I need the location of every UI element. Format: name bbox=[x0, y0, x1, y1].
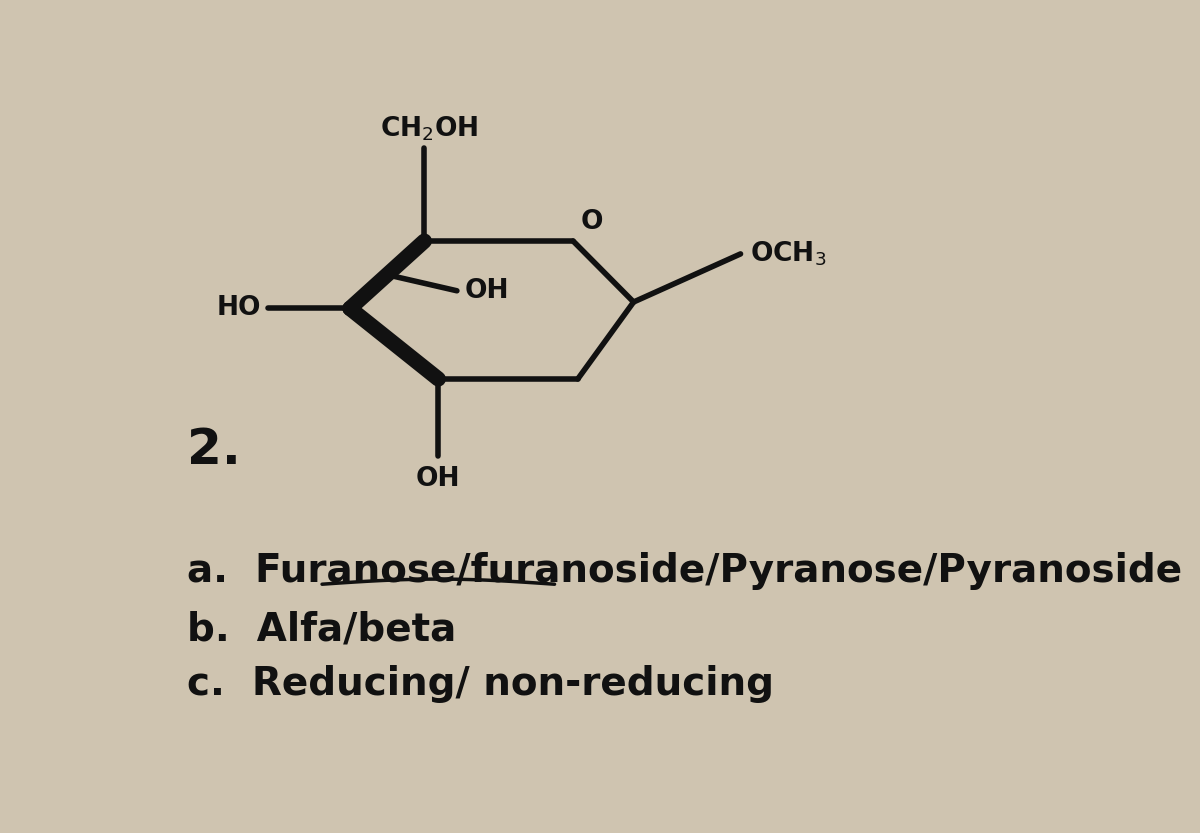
Text: OH: OH bbox=[416, 466, 461, 491]
Text: O: O bbox=[581, 208, 604, 235]
Text: OH: OH bbox=[464, 277, 509, 304]
Text: a.  Furanose/furanoside/Pyranose/Pyranoside: a. Furanose/furanoside/Pyranose/Pyranosi… bbox=[187, 552, 1182, 591]
Text: c.  Reducing/ non-reducing: c. Reducing/ non-reducing bbox=[187, 665, 774, 703]
Text: OCH$_3$: OCH$_3$ bbox=[750, 240, 827, 268]
Text: b.  Alfa/beta: b. Alfa/beta bbox=[187, 610, 456, 648]
Text: 2.: 2. bbox=[187, 426, 241, 473]
Text: CH$_2$OH: CH$_2$OH bbox=[380, 114, 478, 143]
Text: HO: HO bbox=[216, 296, 260, 322]
